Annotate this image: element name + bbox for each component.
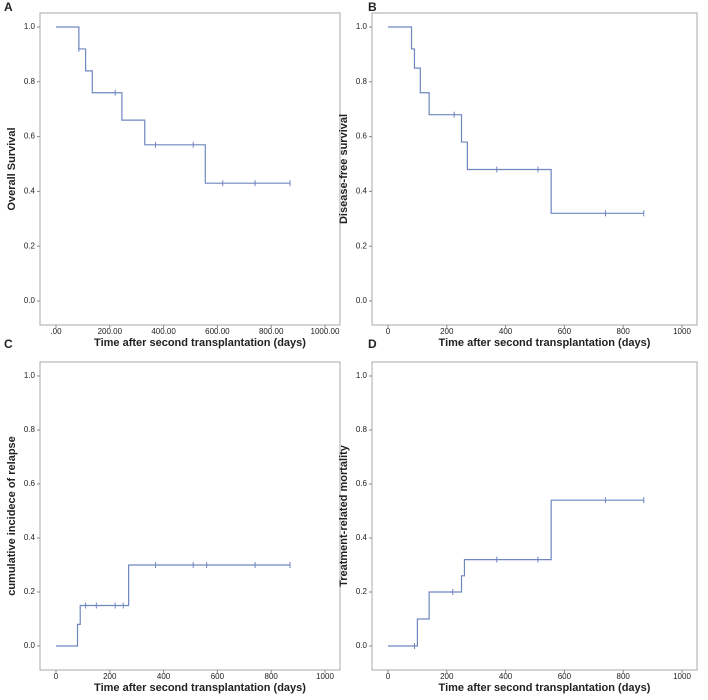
- x-tick-label: 800: [265, 672, 279, 681]
- plot-frame: [39, 12, 341, 326]
- y-tick-label: 0.4: [356, 533, 368, 542]
- x-tick-label: 0: [386, 672, 391, 681]
- y-axis-label: cumulative incidece of relapse: [6, 436, 18, 596]
- y-tick-label: 0.2: [24, 587, 36, 596]
- x-tick-label: 400: [157, 672, 171, 681]
- x-tick-label: 1000: [316, 672, 334, 681]
- y-tick-label: 0.0: [24, 641, 36, 650]
- x-tick-label: .00: [50, 327, 62, 336]
- x-axis-label: Time after second transplantation (days): [94, 682, 306, 694]
- x-axis-label: Time after second transplantation (days): [439, 337, 651, 349]
- y-tick-label: 0.0: [24, 296, 36, 305]
- panel-label: D: [368, 337, 377, 351]
- x-tick-label: 400: [499, 672, 513, 681]
- x-tick-label: 600: [558, 672, 572, 681]
- x-tick-label: 400: [499, 327, 513, 336]
- y-tick-label: 0.6: [24, 479, 36, 488]
- y-tick-label: 0.4: [24, 533, 36, 542]
- x-tick-label: 0: [386, 327, 391, 336]
- x-tick-label: 1000: [673, 327, 691, 336]
- x-tick-label: 400.00: [151, 327, 176, 336]
- y-tick-label: 1.0: [356, 22, 368, 31]
- plot-frame: [39, 361, 341, 671]
- panel-label: A: [4, 0, 13, 14]
- panel-label: C: [4, 337, 13, 351]
- x-axis-label: Time after second transplantation (days): [439, 682, 651, 694]
- x-tick-label: 600: [558, 327, 572, 336]
- y-axis-label: Disease-free survival: [338, 114, 350, 224]
- x-tick-label: 200: [440, 327, 454, 336]
- x-tick-label: 200.00: [98, 327, 123, 336]
- y-tick-label: 0.2: [356, 241, 368, 250]
- x-tick-label: 0: [54, 672, 59, 681]
- plot-frame: [371, 361, 698, 671]
- y-tick-label: 1.0: [24, 22, 36, 31]
- y-tick-label: 0.2: [24, 241, 36, 250]
- x-tick-label: 600: [211, 672, 225, 681]
- x-tick-label: 800.00: [259, 327, 284, 336]
- survival-curve: [388, 499, 644, 647]
- x-tick-label: 200: [440, 672, 454, 681]
- survival-curve: [388, 26, 644, 214]
- x-tick-label: 600.00: [205, 327, 230, 336]
- x-axis-label: Time after second transplantation (days): [94, 337, 306, 349]
- y-tick-label: 0.0: [356, 641, 368, 650]
- survival-curve: [56, 564, 291, 647]
- x-tick-label: 800: [617, 327, 631, 336]
- x-tick-label: 1000.00: [311, 327, 340, 336]
- x-tick-label: 200: [103, 672, 117, 681]
- survival-curve: [56, 26, 291, 184]
- y-tick-label: 0.2: [356, 587, 368, 596]
- y-tick-label: 0.8: [356, 77, 368, 86]
- panel-label: B: [368, 0, 377, 14]
- y-tick-label: 0.6: [356, 479, 368, 488]
- y-axis-label: Treatment-related mortality: [338, 444, 350, 587]
- y-axis-label: Overall Survival: [6, 127, 18, 210]
- x-tick-label: 1000: [673, 672, 691, 681]
- y-tick-label: 0.8: [24, 77, 36, 86]
- y-tick-label: 0.8: [356, 425, 368, 434]
- y-tick-label: 0.6: [356, 132, 368, 141]
- y-tick-label: 1.0: [24, 371, 36, 380]
- y-tick-label: 0.0: [356, 296, 368, 305]
- plot-frame: [371, 12, 698, 326]
- y-tick-label: 1.0: [356, 371, 368, 380]
- y-tick-label: 0.4: [24, 187, 36, 196]
- y-tick-label: 0.6: [24, 132, 36, 141]
- y-tick-label: 0.8: [24, 425, 36, 434]
- y-tick-label: 0.4: [356, 187, 368, 196]
- x-tick-label: 800: [617, 672, 631, 681]
